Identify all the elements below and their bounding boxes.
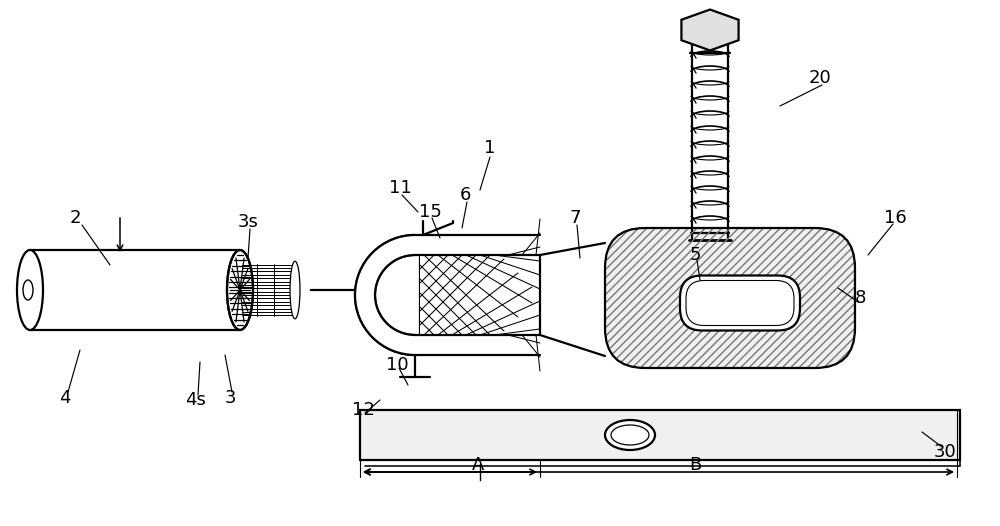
- Text: 1: 1: [484, 139, 496, 157]
- Text: 6: 6: [459, 186, 471, 204]
- Text: 11: 11: [389, 179, 411, 197]
- Ellipse shape: [17, 250, 43, 330]
- Bar: [360, 410, 960, 460]
- Text: 16: 16: [884, 209, 906, 227]
- Ellipse shape: [227, 250, 253, 330]
- Text: 10: 10: [386, 356, 408, 374]
- Text: 4s: 4s: [185, 391, 205, 409]
- Bar: [420, 255, 540, 335]
- Text: A: A: [472, 456, 484, 474]
- FancyBboxPatch shape: [605, 228, 855, 368]
- Wedge shape: [355, 235, 415, 355]
- Text: 5: 5: [689, 246, 701, 264]
- Text: 20: 20: [809, 69, 831, 87]
- Text: 15: 15: [419, 203, 441, 221]
- Ellipse shape: [290, 261, 300, 319]
- Text: 30: 30: [934, 443, 956, 461]
- Ellipse shape: [605, 420, 655, 450]
- Text: 8: 8: [854, 289, 866, 307]
- Polygon shape: [681, 9, 739, 50]
- Text: 12: 12: [352, 401, 374, 419]
- FancyBboxPatch shape: [680, 276, 800, 330]
- Text: 3: 3: [224, 389, 236, 407]
- Text: 3s: 3s: [238, 213, 258, 231]
- Text: 7: 7: [569, 209, 581, 227]
- Text: 4: 4: [59, 389, 71, 407]
- Text: B: B: [689, 456, 701, 474]
- Ellipse shape: [23, 280, 33, 300]
- Text: 2: 2: [69, 209, 81, 227]
